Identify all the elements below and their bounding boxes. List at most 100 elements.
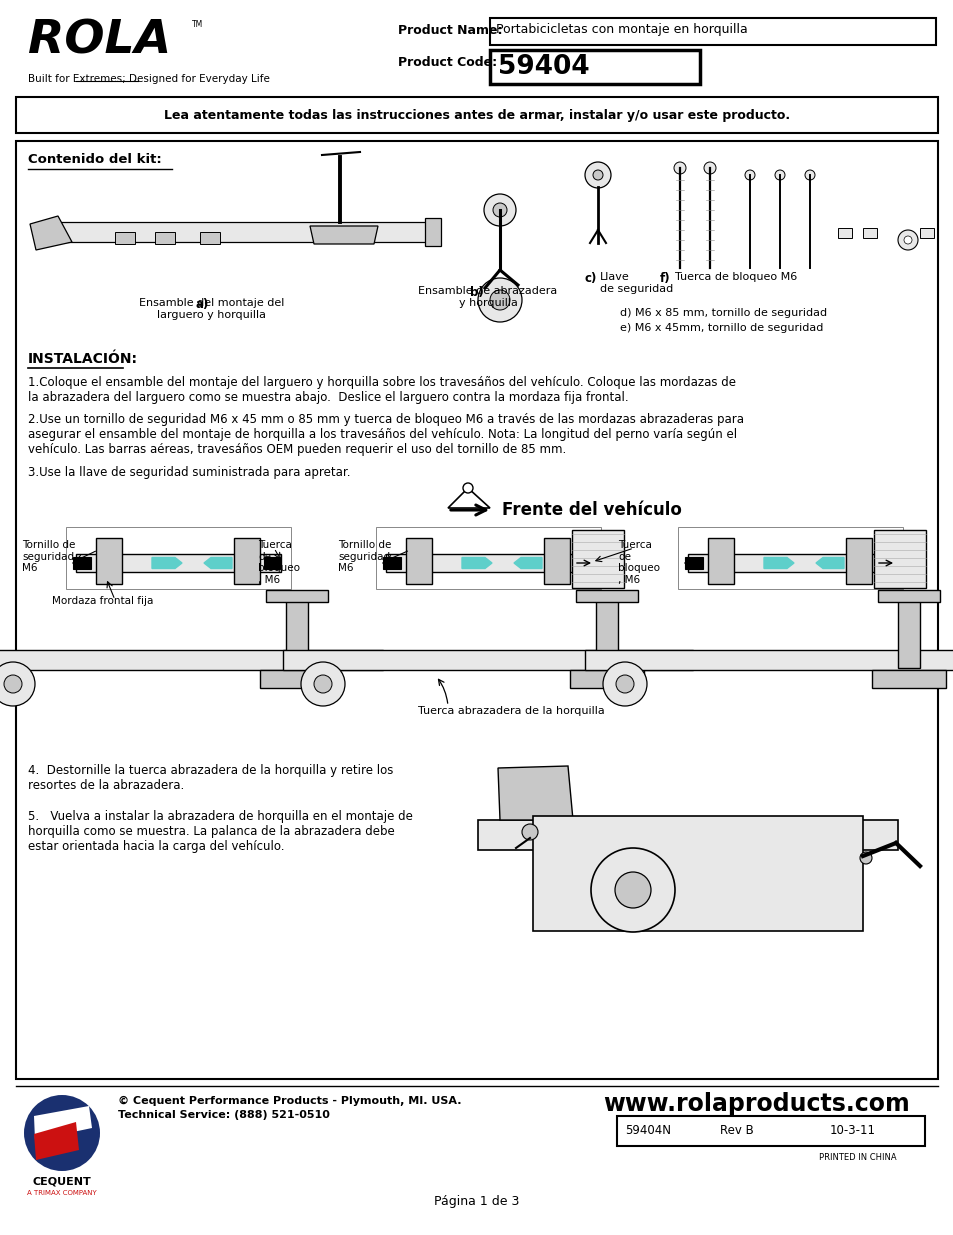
Circle shape (744, 170, 754, 180)
Circle shape (477, 278, 521, 322)
Bar (533, 816, 862, 931)
Bar (424, 219, 440, 246)
Text: 59404: 59404 (497, 54, 589, 80)
FancyArrow shape (815, 557, 843, 568)
Bar (283, 650, 692, 671)
Bar (154, 232, 174, 245)
Bar (382, 557, 400, 569)
Bar (596, 597, 618, 668)
Circle shape (602, 662, 646, 706)
Polygon shape (30, 216, 71, 249)
Bar (16, 98, 937, 133)
Text: INSTALACIÓN:: INSTALACIÓN: (28, 352, 138, 366)
Text: Rev B: Rev B (720, 1125, 753, 1137)
FancyArrow shape (204, 557, 232, 568)
Bar (115, 232, 135, 245)
Bar (919, 228, 933, 238)
Text: Technical Service: (888) 521-0510: Technical Service: (888) 521-0510 (118, 1110, 330, 1120)
Bar (266, 590, 328, 601)
Bar (569, 671, 643, 688)
Text: 4.  Destornille la tuerca abrazadera de la horquilla y retire los
resortes de la: 4. Destornille la tuerca abrazadera de l… (28, 764, 393, 792)
Text: Tuerca de bloqueo M6: Tuerca de bloqueo M6 (675, 272, 797, 282)
Bar (572, 530, 623, 588)
Bar (873, 530, 925, 588)
Bar (871, 671, 945, 688)
Bar (687, 555, 892, 572)
Text: 2.Use un tornillo de seguridad M6 x 45 mm o 85 mm y tuerca de bloqueo M6 a travé: 2.Use un tornillo de seguridad M6 x 45 m… (28, 412, 743, 456)
Circle shape (590, 848, 675, 932)
Bar (66, 527, 291, 589)
Text: Ensamble del montaje del
larguero y horquilla: Ensamble del montaje del larguero y horq… (139, 298, 284, 320)
Text: e) M6 x 45mm, tornillo de seguridad: e) M6 x 45mm, tornillo de seguridad (619, 324, 822, 333)
Text: CEQUENT: CEQUENT (32, 1177, 91, 1187)
Circle shape (462, 483, 473, 493)
Polygon shape (497, 766, 573, 820)
Text: Tuerca abrazadera de la horquilla: Tuerca abrazadera de la horquilla (417, 706, 604, 716)
Text: Product Code:: Product Code: (397, 56, 497, 69)
Text: 1.Coloque el ensamble del montaje del larguero y horquilla sobre los travesáños : 1.Coloque el ensamble del montaje del la… (28, 375, 735, 404)
Text: © Cequent Performance Products - Plymouth, MI. USA.: © Cequent Performance Products - Plymout… (118, 1095, 461, 1107)
Bar (684, 557, 702, 569)
Bar (477, 820, 897, 850)
Text: www.rolaproducts.com: www.rolaproducts.com (603, 1092, 909, 1116)
Text: Tornillo de
seguridad,
M6: Tornillo de seguridad, M6 (337, 540, 393, 573)
Circle shape (493, 203, 506, 217)
Bar (837, 228, 851, 238)
Text: Ensamble de abrazadera
y horquilla: Ensamble de abrazadera y horquilla (418, 287, 558, 308)
Circle shape (774, 170, 784, 180)
Bar (862, 228, 876, 238)
Text: 3.Use la llave de seguridad suministrada para apretar.: 3.Use la llave de seguridad suministrada… (28, 466, 350, 479)
Bar (875, 557, 891, 569)
Text: 10-3-11: 10-3-11 (829, 1125, 875, 1137)
Bar (200, 232, 220, 245)
Bar (490, 19, 935, 44)
Text: Contenido del kit:: Contenido del kit: (28, 153, 162, 165)
Circle shape (0, 662, 35, 706)
Text: 59404N: 59404N (624, 1125, 670, 1137)
Text: Tuerca
de
bloqueo
, M6: Tuerca de bloqueo , M6 (257, 540, 299, 585)
Circle shape (314, 676, 332, 693)
Polygon shape (34, 1123, 79, 1160)
Bar (584, 650, 953, 671)
Circle shape (703, 162, 716, 174)
Bar (877, 590, 939, 601)
Text: Llave
de seguridad: Llave de seguridad (599, 272, 673, 294)
Circle shape (616, 676, 634, 693)
Bar (286, 597, 308, 668)
Text: 5.   Vuelva a instalar la abrazadera de horquilla en el montaje de
horquilla com: 5. Vuelva a instalar la abrazadera de ho… (28, 810, 413, 853)
FancyArrow shape (763, 557, 793, 568)
Text: Built for Extremes; Designed for Everyday Life: Built for Extremes; Designed for Everyda… (28, 74, 270, 84)
Bar (678, 527, 902, 589)
Text: PRINTED IN CHINA: PRINTED IN CHINA (819, 1153, 896, 1162)
Circle shape (301, 662, 345, 706)
Circle shape (804, 170, 814, 180)
Text: c): c) (584, 272, 597, 285)
Text: Tornillo de
seguridad,
M6: Tornillo de seguridad, M6 (22, 540, 77, 573)
Circle shape (615, 872, 650, 908)
Text: b): b) (470, 287, 483, 299)
Circle shape (859, 852, 871, 864)
Circle shape (903, 236, 911, 245)
Text: Product Name:: Product Name: (397, 23, 502, 37)
FancyArrow shape (461, 557, 492, 568)
Bar (574, 557, 589, 569)
Text: a): a) (195, 298, 209, 311)
Text: d) M6 x 85 mm, tornillo de seguridad: d) M6 x 85 mm, tornillo de seguridad (619, 308, 826, 317)
Bar (845, 538, 871, 584)
Text: Tuerca
de
bloqueo
, M6: Tuerca de bloqueo , M6 (618, 540, 659, 585)
Bar (73, 557, 91, 569)
Bar (707, 538, 733, 584)
Bar (260, 671, 334, 688)
Circle shape (490, 290, 510, 310)
Text: A TRIMAX COMPANY: A TRIMAX COMPANY (27, 1191, 97, 1195)
Text: Portabicicletas con montaje en horquilla: Portabicicletas con montaje en horquilla (496, 23, 747, 36)
Text: TM: TM (192, 20, 203, 28)
Bar (490, 49, 700, 84)
FancyArrow shape (514, 557, 541, 568)
Polygon shape (34, 1107, 91, 1140)
Polygon shape (448, 488, 490, 508)
Bar (16, 141, 937, 1079)
Bar (76, 555, 281, 572)
Bar (264, 557, 280, 569)
Bar (617, 1116, 924, 1146)
